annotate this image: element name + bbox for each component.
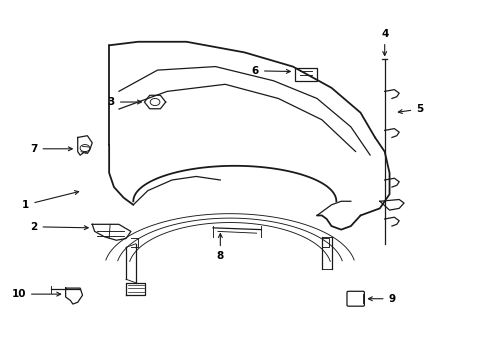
Text: 3: 3 <box>107 97 141 107</box>
Text: 2: 2 <box>30 222 88 232</box>
Text: 5: 5 <box>398 104 423 114</box>
Text: 1: 1 <box>22 191 79 210</box>
Text: 9: 9 <box>367 294 395 304</box>
Text: 7: 7 <box>30 144 72 154</box>
Text: 6: 6 <box>251 66 290 76</box>
Text: 4: 4 <box>380 29 387 55</box>
Text: 10: 10 <box>11 289 61 299</box>
Text: 8: 8 <box>216 234 224 261</box>
